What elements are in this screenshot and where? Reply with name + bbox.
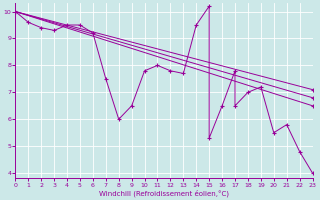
X-axis label: Windchill (Refroidissement éolien,°C): Windchill (Refroidissement éolien,°C) <box>99 189 229 197</box>
